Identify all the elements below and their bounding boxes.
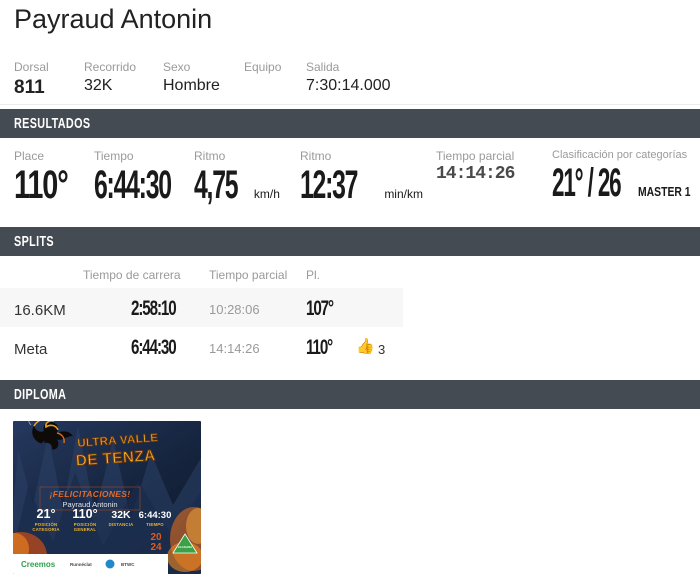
svg-text:CATEGORIA: CATEGORIA — [32, 527, 59, 532]
svg-text:6:44:30: 6:44:30 — [139, 510, 172, 521]
svg-text:¡FELICITACIONES!: ¡FELICITACIONES! — [50, 489, 131, 499]
svg-text:TIEMPO: TIEMPO — [146, 522, 164, 527]
svg-text:ALCALDIA: ALCALDIA — [178, 545, 192, 549]
svg-text:BTWC: BTWC — [121, 562, 135, 567]
svg-text:24: 24 — [150, 542, 162, 553]
svg-text:110°: 110° — [72, 507, 97, 521]
svg-text:GENERAL: GENERAL — [74, 527, 97, 532]
svg-text:21°: 21° — [37, 507, 56, 521]
svg-text:Creemos: Creemos — [21, 560, 56, 569]
svg-text:32K: 32K — [111, 509, 131, 521]
svg-text:DISTANCIA: DISTANCIA — [109, 522, 134, 527]
svg-text:Runnéclat: Runnéclat — [70, 562, 92, 567]
